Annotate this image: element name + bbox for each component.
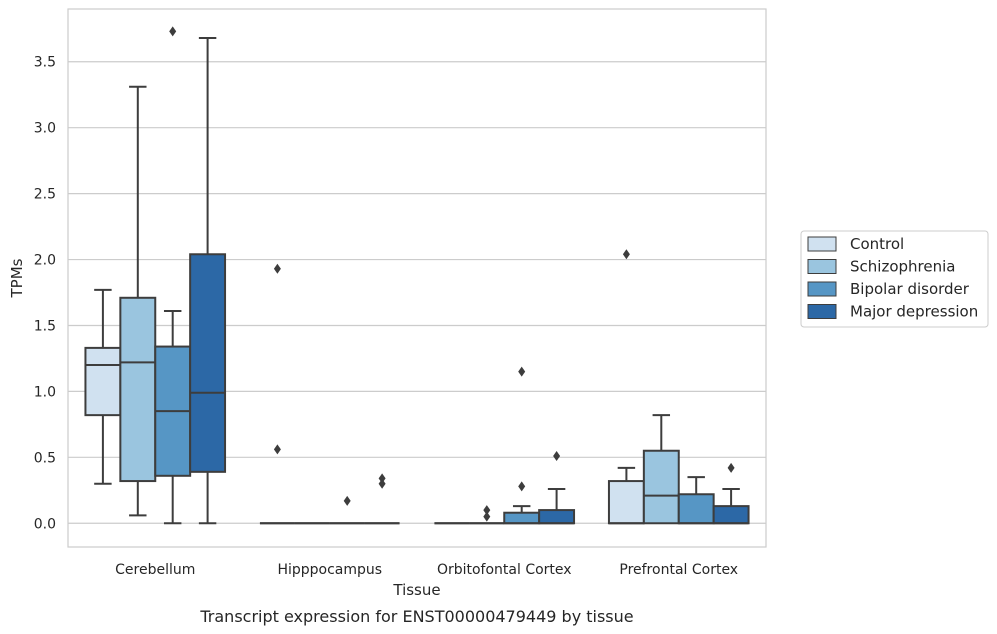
x-tick-label: Orbitofontal Cortex: [437, 562, 572, 578]
legend: Control Schizophrenia Bipolar disorder Majo…: [800, 230, 989, 328]
outlier-point: [378, 473, 386, 484]
outlier-point: [343, 495, 351, 506]
plot-frame: [67, 8, 767, 548]
box-bipolar-disorder: [503, 366, 541, 525]
box-series: [84, 26, 750, 525]
legend-swatch: [807, 236, 837, 252]
legend-swatch: [807, 259, 837, 274]
box-control: [607, 249, 645, 525]
box-schizophrenia: [469, 505, 505, 525]
box: [642, 449, 680, 525]
box: [189, 253, 227, 473]
outlier-point: [622, 249, 630, 260]
chart-caption: Transcript expression for ENST0000047944…: [199, 607, 633, 626]
legend-label: Bipolar disorder: [850, 280, 970, 298]
y-tick-label: 0.5: [34, 450, 56, 466]
outlier-point: [553, 451, 561, 462]
legend-label: Control: [850, 235, 904, 253]
box-major-depression: [712, 462, 750, 525]
box-major-depression: [364, 473, 400, 525]
y-tick-label: 3.0: [34, 121, 56, 137]
y-tick-label: 2.0: [34, 253, 56, 269]
box-bipolar-disorder: [677, 476, 715, 525]
box-schizophrenia: [119, 85, 157, 517]
x-tick-label: Cerebellum: [115, 562, 195, 578]
box-bipolar-disorder: [329, 495, 365, 525]
box: [84, 346, 122, 417]
x-axis-label: Tissue: [392, 581, 440, 599]
outlier-point: [169, 26, 177, 37]
y-tick-label: 1.0: [34, 384, 56, 400]
outlier-point: [378, 478, 386, 489]
outlier-point: [273, 263, 281, 274]
outlier-point: [483, 505, 491, 516]
box: [119, 296, 157, 483]
x-tick-label: Prefrontal Cortex: [619, 562, 738, 578]
box-major-depression: [189, 37, 227, 525]
x-tick-labels: Cerebellum Hipppocampus Orbitofontal Corte…: [115, 562, 738, 578]
box-bipolar-disorder: [154, 26, 192, 525]
outlier-point: [727, 462, 735, 473]
box: [712, 505, 750, 525]
box-control: [259, 263, 295, 525]
y-tick-labels: 0.0 0.5 1.0 1.5 2.0 2.5 3.0 3.5: [34, 55, 56, 533]
legend-label: Major depression: [850, 303, 978, 321]
outlier-point: [518, 366, 526, 377]
outlier-point: [483, 511, 491, 522]
x-tick-label: Hipppocampus: [277, 562, 382, 578]
box: [503, 511, 541, 525]
box: [538, 509, 576, 525]
legend-swatch: [807, 304, 837, 319]
y-tick-label: 1.5: [34, 318, 56, 334]
box-control: [84, 288, 122, 485]
legend-label: Schizophrenia: [850, 258, 955, 276]
outlier-point: [273, 444, 281, 455]
legend-frame: [800, 230, 989, 328]
box: [607, 480, 645, 525]
y-tick-label: 0.0: [34, 516, 56, 532]
box-major-depression: [538, 451, 576, 525]
y-axis-label: TPMs: [8, 258, 26, 298]
outlier-point: [518, 481, 526, 492]
y-tick-label: 2.5: [34, 187, 56, 203]
y-tick-label: 3.5: [34, 55, 56, 71]
box-schizophrenia: [642, 414, 680, 525]
legend-swatch: [807, 281, 837, 297]
box: [677, 493, 715, 525]
